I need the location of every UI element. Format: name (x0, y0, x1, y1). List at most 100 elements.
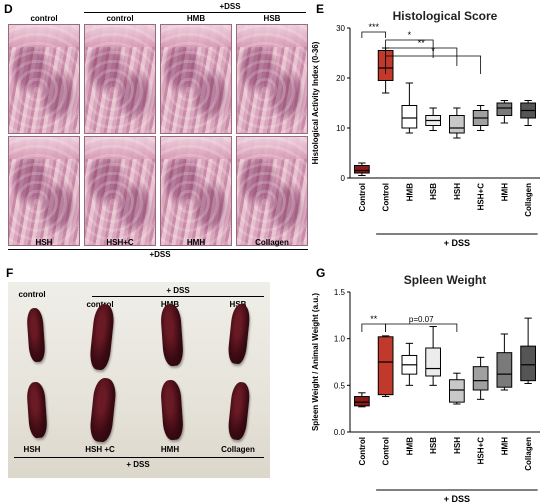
histology-image (8, 24, 80, 134)
significance-label: * (431, 46, 435, 56)
panel-f-footer-dss: + DSS (126, 460, 150, 469)
panel-f-bottom-label: Collagen (221, 445, 255, 454)
x-tick-label: Control (358, 183, 367, 211)
panel-f-bottom-label: HSH +C (85, 445, 115, 454)
box (449, 115, 465, 134)
panel-d-top-label: control (30, 14, 58, 23)
significance-label: p=0.07 (409, 315, 434, 324)
x-tick-label: Collagen (524, 183, 533, 217)
box (425, 347, 441, 377)
y-axis-label: Histological Activity Index (0-36) (311, 41, 320, 164)
histology-mucosa-band (161, 25, 231, 47)
spleen-sample (159, 379, 185, 441)
x-tick-label: Control (382, 183, 391, 211)
panel-letter-e: E (316, 2, 325, 16)
histology-mucosa-band (161, 137, 231, 159)
panel-d-footer-dss: +DSS (149, 250, 171, 259)
chart-title: Histological Score (393, 9, 498, 23)
x-tick-label: Control (382, 437, 391, 465)
significance-label: ** (370, 314, 378, 324)
histology-image (8, 136, 80, 246)
y-tick-label: 1.0 (334, 335, 346, 344)
panel-d-bottom-label: HMH (186, 238, 206, 247)
x-tick-label: HMH (500, 183, 509, 201)
x-tick-label: HSH+C (477, 437, 486, 465)
box (496, 102, 513, 116)
y-tick-label: 20 (336, 74, 345, 83)
spleen-sample (88, 303, 116, 371)
panel-f-header-line (92, 296, 264, 297)
histology-image (160, 24, 232, 134)
box (472, 366, 489, 391)
panel-d-footer-line (8, 249, 308, 250)
box (449, 379, 465, 403)
panel-f-footer-line (14, 457, 264, 458)
x-tick-label: HSH+C (477, 183, 486, 211)
box (354, 165, 370, 174)
panel-letter-d: D (4, 2, 13, 16)
panel-f-header-dss: + DSS (166, 286, 190, 295)
histology-image (84, 24, 156, 134)
panel-d-top-label: HMB (186, 14, 206, 23)
significance-label: ** (418, 38, 426, 48)
histology-mucosa-band (85, 25, 155, 47)
significance-label: * (408, 30, 412, 40)
panel-d-header-dss: +DSS (219, 2, 241, 11)
x-tick-label: HMB (405, 183, 414, 201)
x-tick-label: HSH (453, 437, 462, 454)
y-tick-label: 30 (336, 24, 345, 33)
x-tick-label: HSB (429, 183, 438, 200)
histology-mucosa-band (9, 25, 79, 47)
panel-d-bottom-label: Collagen (255, 238, 289, 247)
spleen-sample (26, 307, 46, 363)
panel-letter-g: G (316, 266, 326, 280)
panel-d-bottom-label: HSH (35, 238, 53, 247)
significance-bracket (385, 323, 458, 332)
x-tick-label: Control (358, 437, 367, 465)
spleen-sample (88, 377, 118, 443)
y-tick-label: 10 (336, 124, 345, 133)
y-tick-label: 0.5 (334, 381, 346, 390)
panel-f-top-label: control (18, 290, 46, 299)
group-label: + DSS (444, 238, 470, 248)
x-tick-label: HSB (429, 437, 438, 454)
y-tick-label: 0 (341, 174, 346, 183)
histology-image (160, 136, 232, 246)
group-label: + DSS (444, 494, 470, 502)
significance-bracket (385, 55, 482, 74)
box (496, 352, 513, 388)
histology-mucosa-band (9, 137, 79, 159)
x-tick-label: HMB (405, 437, 414, 455)
significance-bracket (361, 31, 387, 38)
panel-f-bottom-label: HMH (160, 445, 180, 454)
box (401, 105, 418, 129)
box (520, 345, 536, 382)
histological-score-chart: Histological Score Histological Activity … (311, 9, 540, 248)
y-tick-label: 0.0 (334, 428, 346, 437)
x-tick-label: Collagen (524, 437, 533, 471)
significance-bracket (361, 323, 387, 332)
significance-label: *** (368, 22, 379, 32)
panel-d-top-label: HSB (263, 14, 281, 23)
panel-d-bottom-label: HSH+C (106, 238, 134, 247)
box (377, 336, 394, 396)
y-tick-label: 1.5 (334, 288, 346, 297)
panel-d-header-line (84, 12, 306, 13)
x-tick-label: HMH (500, 437, 509, 455)
histology-mucosa-band (237, 137, 307, 159)
x-tick-label: HSH (453, 183, 462, 200)
chart-title: Spleen Weight (404, 273, 486, 287)
spleen-sample (26, 381, 48, 439)
panel-f-bottom-label: HSH (23, 445, 41, 454)
histology-mucosa-band (85, 137, 155, 159)
box (354, 396, 370, 407)
histology-mucosa-band (237, 25, 307, 47)
histology-image (236, 24, 308, 134)
histology-image (236, 136, 308, 246)
spleen-weight-chart: Spleen Weight Spleen Weight / Animal Weig… (311, 273, 540, 502)
spleen-sample (159, 303, 185, 367)
y-axis-label: Spleen Weight / Animal Weight (a.u.) (311, 293, 320, 431)
panel-letter-f: F (6, 266, 14, 280)
spleen-sample (226, 303, 252, 365)
